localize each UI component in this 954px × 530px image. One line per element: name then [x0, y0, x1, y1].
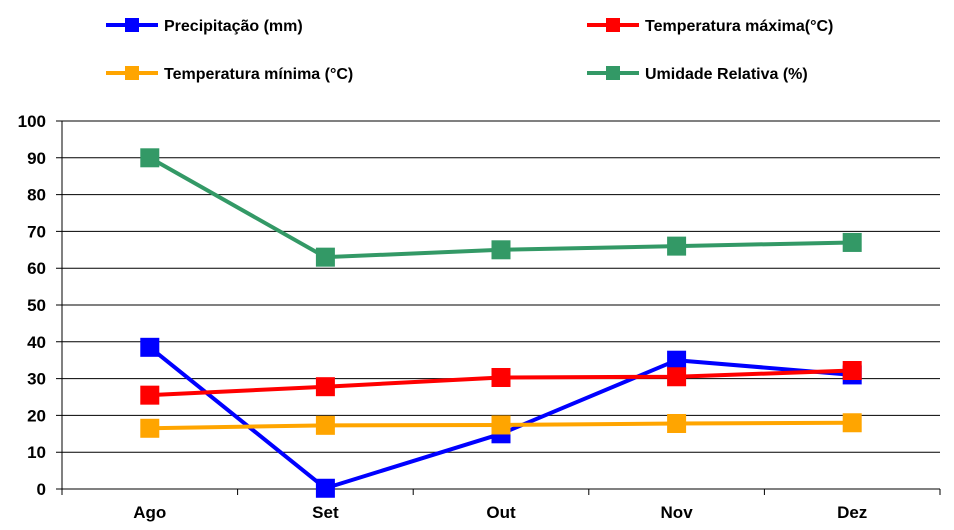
data-point-s0-ago	[140, 337, 160, 357]
x-tick-label-ago: Ago	[133, 503, 166, 522]
data-point-s3-set	[315, 247, 335, 267]
data-point-s1-ago	[140, 385, 160, 405]
data-point-s2-set	[315, 415, 335, 435]
x-tick-label-nov: Nov	[661, 503, 694, 522]
y-tick-label-40: 40	[27, 333, 46, 352]
legend-marker-3	[606, 66, 620, 80]
legend-marker-0	[125, 18, 139, 32]
y-tick-label-50: 50	[27, 296, 46, 315]
y-tick-label-90: 90	[27, 149, 46, 168]
legend-label-1: Temperatura máxima(°C)	[645, 18, 833, 35]
legend-label-0: Precipitação (mm)	[164, 18, 303, 35]
x-tick-label-set: Set	[312, 503, 339, 522]
x-tick-label-out: Out	[486, 503, 516, 522]
legend-label-2: Temperatura mínima (°C)	[164, 66, 353, 83]
data-point-s0-set	[315, 478, 335, 498]
data-point-s1-set	[315, 377, 335, 397]
legend-marker-2	[125, 66, 139, 80]
data-point-s2-dez	[842, 413, 862, 433]
data-point-s1-out	[491, 367, 511, 387]
legend-marker-1	[606, 18, 620, 32]
legend-label-3: Umidade Relativa (%)	[645, 66, 808, 83]
data-point-s2-ago	[140, 418, 160, 438]
data-point-s2-out	[491, 415, 511, 435]
data-point-s3-out	[491, 240, 511, 260]
y-tick-label-70: 70	[27, 222, 46, 241]
data-point-s1-dez	[842, 361, 862, 381]
data-point-s2-nov	[667, 413, 687, 433]
y-tick-label-80: 80	[27, 186, 46, 205]
y-tick-label-60: 60	[27, 259, 46, 278]
y-tick-label-20: 20	[27, 406, 46, 425]
x-tick-label-dez: Dez	[837, 503, 867, 522]
data-point-s0-nov	[667, 350, 687, 370]
data-point-s3-ago	[140, 148, 160, 168]
y-tick-label-10: 10	[27, 443, 46, 462]
y-tick-label-100: 100	[18, 112, 46, 131]
y-tick-label-30: 30	[27, 370, 46, 389]
data-point-s1-nov	[667, 367, 687, 387]
data-point-s3-nov	[667, 236, 687, 256]
data-point-s3-dez	[842, 232, 862, 252]
y-tick-label-0: 0	[37, 480, 46, 499]
